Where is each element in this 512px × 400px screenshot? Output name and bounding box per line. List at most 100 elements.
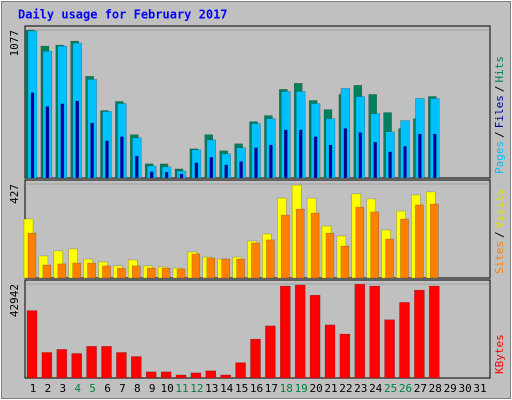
x-tick-label: 14 bbox=[220, 382, 234, 395]
bar bbox=[60, 103, 65, 179]
bar bbox=[385, 238, 394, 279]
bar bbox=[146, 267, 156, 279]
x-tick-label: 16 bbox=[250, 382, 263, 395]
bar bbox=[30, 92, 35, 179]
bar bbox=[102, 265, 111, 279]
x-tick-label: 31 bbox=[473, 382, 486, 395]
bar bbox=[75, 100, 79, 179]
x-tick-label: 18 bbox=[280, 382, 293, 395]
legend: KBytes bbox=[493, 334, 506, 374]
x-tick-label: 27 bbox=[414, 382, 427, 395]
bar bbox=[149, 171, 154, 179]
bar bbox=[418, 133, 422, 179]
bar bbox=[354, 283, 366, 379]
bar bbox=[179, 173, 184, 179]
x-tick-label: 30 bbox=[458, 382, 471, 395]
bar bbox=[294, 284, 306, 379]
x-tick-label: 12 bbox=[190, 382, 203, 395]
bar bbox=[403, 146, 407, 179]
legend-separator: / bbox=[493, 131, 506, 138]
x-tick-label: 24 bbox=[369, 382, 383, 395]
bar bbox=[400, 218, 409, 279]
bar bbox=[175, 374, 187, 379]
bar bbox=[90, 122, 94, 179]
x-tick-label: 17 bbox=[265, 382, 278, 395]
chart-title: Daily usage for February 2017 bbox=[18, 8, 228, 22]
bar bbox=[221, 258, 230, 279]
bar bbox=[324, 324, 336, 379]
bar bbox=[191, 253, 201, 279]
bar bbox=[26, 310, 38, 379]
bar bbox=[205, 370, 217, 379]
bar bbox=[430, 203, 439, 279]
bar bbox=[45, 106, 50, 179]
bar bbox=[281, 214, 290, 279]
bar bbox=[160, 371, 172, 379]
x-tick-label: 6 bbox=[104, 382, 111, 395]
bar bbox=[57, 263, 67, 279]
y-tick-label: 1077 bbox=[8, 30, 21, 57]
x-tick-label: 21 bbox=[324, 382, 337, 395]
bar bbox=[120, 136, 124, 179]
bar bbox=[145, 371, 157, 379]
bar bbox=[298, 129, 303, 179]
bar bbox=[116, 352, 127, 379]
bar bbox=[135, 155, 139, 179]
x-tick-label: 7 bbox=[119, 382, 126, 395]
legend-separator: / bbox=[493, 86, 506, 93]
x-tick-label: 10 bbox=[160, 382, 173, 395]
x-tick-label: 15 bbox=[235, 382, 248, 395]
bar bbox=[251, 242, 260, 279]
x-tick-label: 5 bbox=[89, 382, 96, 395]
bar bbox=[209, 157, 214, 179]
bar bbox=[176, 268, 186, 279]
x-tick-label: 22 bbox=[339, 382, 352, 395]
x-tick-label: 20 bbox=[309, 382, 322, 395]
bar bbox=[235, 362, 246, 379]
legend-entry: Files bbox=[493, 95, 506, 128]
bar bbox=[161, 267, 171, 279]
bar bbox=[250, 338, 261, 379]
x-tick-label: 4 bbox=[74, 382, 81, 395]
bar bbox=[310, 212, 320, 279]
bar bbox=[236, 258, 245, 279]
bar bbox=[239, 161, 243, 179]
bar bbox=[325, 232, 335, 279]
legend-entry: Visits bbox=[493, 189, 506, 229]
bar bbox=[101, 346, 112, 379]
bar bbox=[284, 129, 288, 179]
x-tick-label: 3 bbox=[59, 382, 66, 395]
bar bbox=[41, 352, 53, 379]
legend-entry: Pages bbox=[493, 141, 506, 174]
bar bbox=[27, 232, 37, 279]
bar bbox=[56, 349, 68, 379]
bar bbox=[384, 319, 395, 379]
bar bbox=[415, 204, 424, 279]
bar bbox=[265, 325, 276, 379]
x-tick-label: 11 bbox=[175, 382, 188, 395]
bar bbox=[343, 128, 348, 179]
bar bbox=[295, 208, 305, 279]
bar bbox=[190, 372, 202, 379]
bar bbox=[132, 265, 141, 279]
bar bbox=[164, 171, 169, 179]
bar bbox=[71, 353, 82, 379]
bar bbox=[86, 346, 97, 379]
x-tick-label: 19 bbox=[295, 382, 308, 395]
x-tick-label: 9 bbox=[149, 382, 156, 395]
bar bbox=[313, 136, 318, 179]
y-tick-label: 42942 bbox=[8, 284, 21, 317]
x-tick-label: 13 bbox=[205, 382, 218, 395]
bar bbox=[206, 257, 216, 279]
legend-entry: KBytes bbox=[493, 334, 506, 374]
bar bbox=[117, 267, 126, 279]
bar bbox=[369, 285, 380, 379]
legend-entry: Sites bbox=[493, 241, 506, 274]
bar bbox=[373, 142, 377, 179]
bar bbox=[254, 147, 258, 179]
legend: Pages / Files / Hits bbox=[493, 56, 506, 174]
bar bbox=[355, 206, 365, 279]
bar bbox=[370, 211, 379, 279]
